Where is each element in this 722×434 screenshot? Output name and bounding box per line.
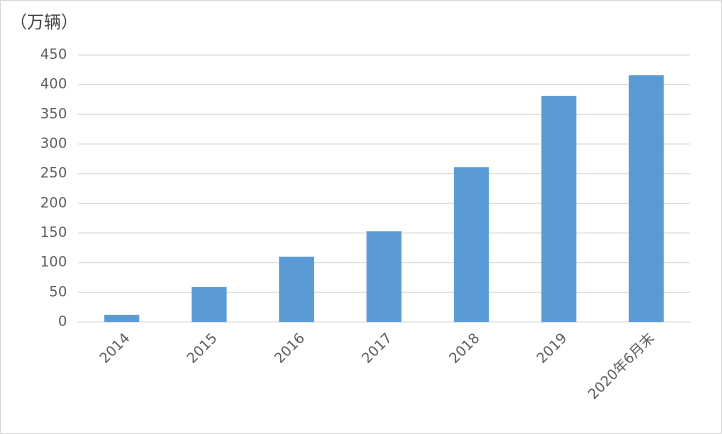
y-tick-label: 150 (40, 225, 67, 241)
bar (541, 95, 577, 322)
y-tick-label: 250 (40, 166, 67, 182)
bar (628, 75, 664, 322)
bar (453, 167, 489, 322)
bar (279, 256, 315, 322)
bar (366, 231, 402, 322)
y-tick-label: 300 (40, 136, 67, 152)
y-tick-label: 0 (58, 314, 67, 330)
y-tick-label: 100 (40, 255, 67, 271)
y-tick-label: 400 (40, 77, 67, 93)
bar (104, 314, 140, 322)
y-tick-label: 350 (40, 106, 67, 122)
y-tick-label: 450 (40, 47, 67, 63)
y-tick-label: 50 (49, 284, 67, 300)
bar (191, 286, 227, 322)
y-axis-label: （万辆） (10, 13, 78, 33)
y-tick-label: 200 (40, 195, 67, 211)
